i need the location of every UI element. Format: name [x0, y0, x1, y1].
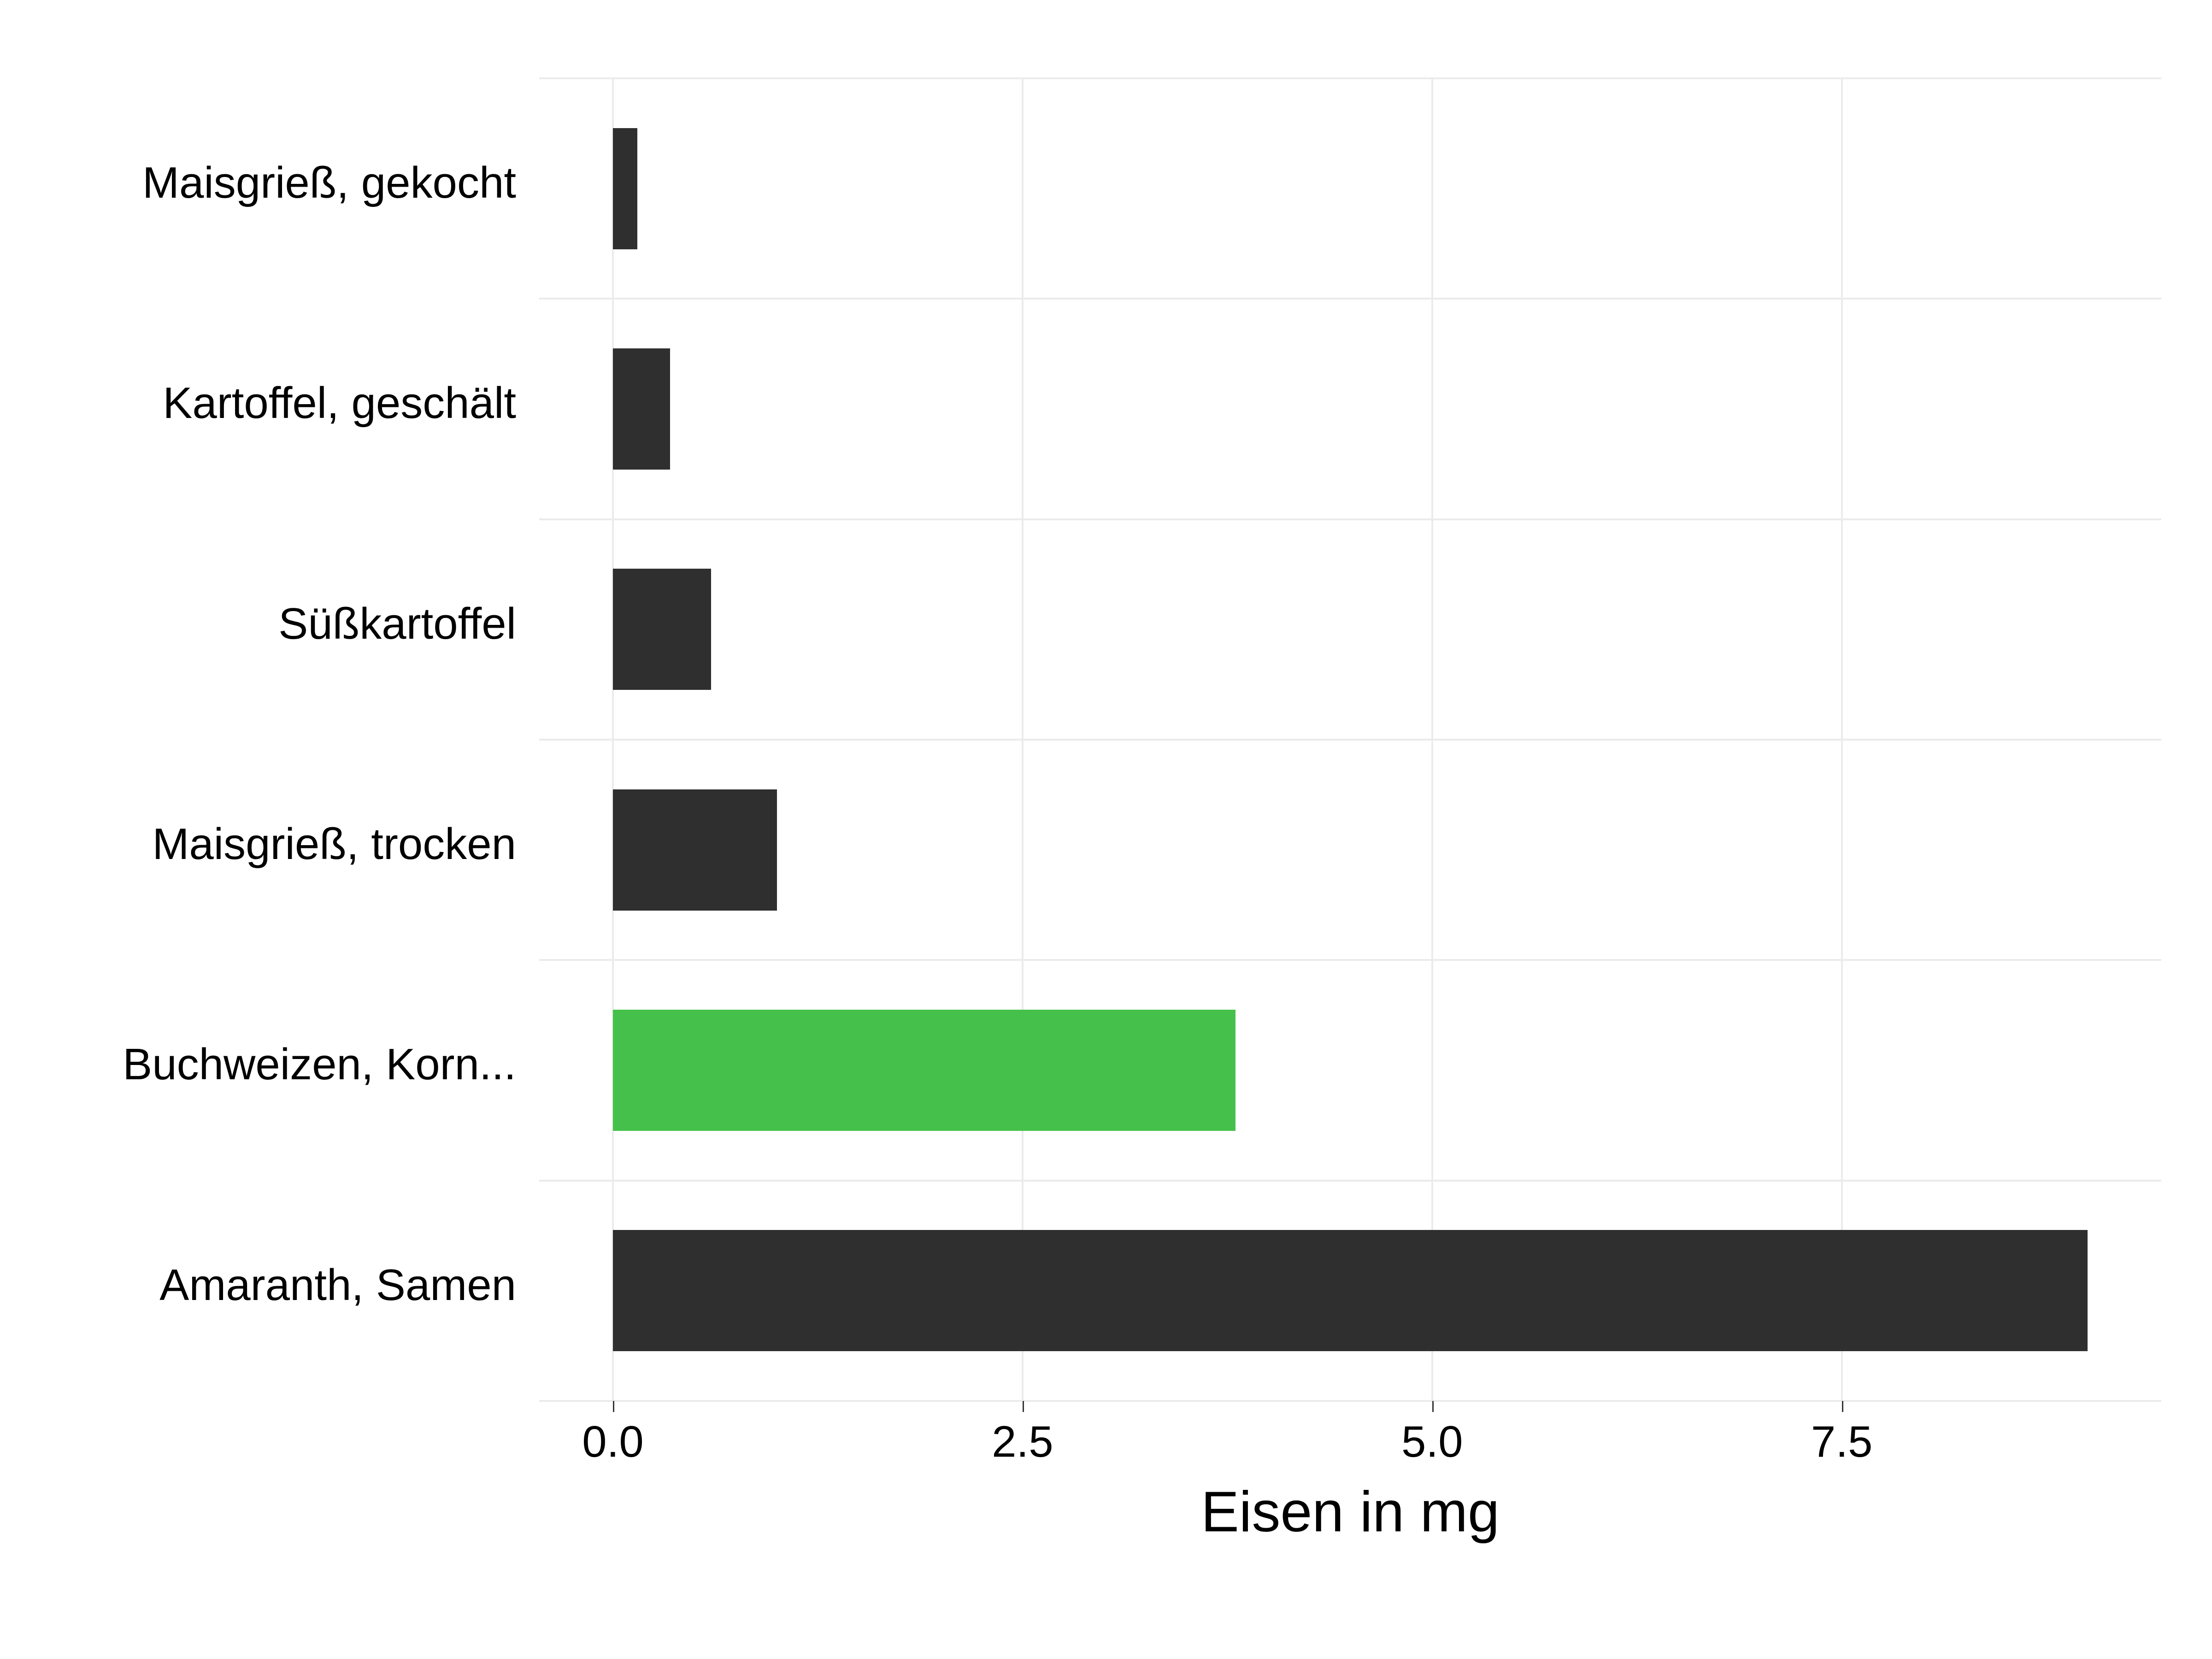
y-axis-label: Amaranth, Samen — [159, 1260, 516, 1311]
plot-area — [539, 78, 2161, 1401]
bar — [613, 1010, 1235, 1131]
y-axis-label: Buchweizen, Korn... — [123, 1039, 516, 1090]
x-axis-title: Eisen in mg — [539, 1479, 2161, 1545]
y-gridline — [539, 77, 2161, 79]
y-axis-label: Maisgrieß, trocken — [152, 819, 516, 870]
bar — [613, 348, 670, 470]
x-tick-label: 0.0 — [582, 1417, 643, 1467]
y-gridline — [539, 518, 2161, 520]
y-axis-label: Kartoffel, geschält — [163, 378, 516, 429]
iron-bar-chart: Maisgrieß, gekocht Kartoffel, geschält Süß… — [0, 0, 2212, 1659]
y-gridline — [539, 959, 2161, 961]
y-gridline — [539, 298, 2161, 300]
x-tick-mark — [1842, 1401, 1843, 1412]
x-tick-mark — [613, 1401, 614, 1412]
bar — [613, 1230, 2088, 1351]
y-gridline — [539, 739, 2161, 741]
y-axis-labels: Maisgrieß, gekocht Kartoffel, geschält Süß… — [0, 78, 516, 1401]
y-axis-label: Maisgrieß, gekocht — [142, 158, 516, 208]
x-tick-label: 7.5 — [1811, 1417, 1872, 1467]
x-tick-label: 5.0 — [1401, 1417, 1463, 1467]
y-gridline — [539, 1180, 2161, 1182]
x-tick-mark — [1023, 1401, 1024, 1412]
y-axis-label: Süßkartoffel — [278, 599, 516, 649]
bar — [613, 789, 777, 911]
x-tick-mark — [1432, 1401, 1434, 1412]
x-tick-label: 2.5 — [992, 1417, 1053, 1467]
bar — [613, 569, 711, 690]
bar — [613, 128, 637, 249]
